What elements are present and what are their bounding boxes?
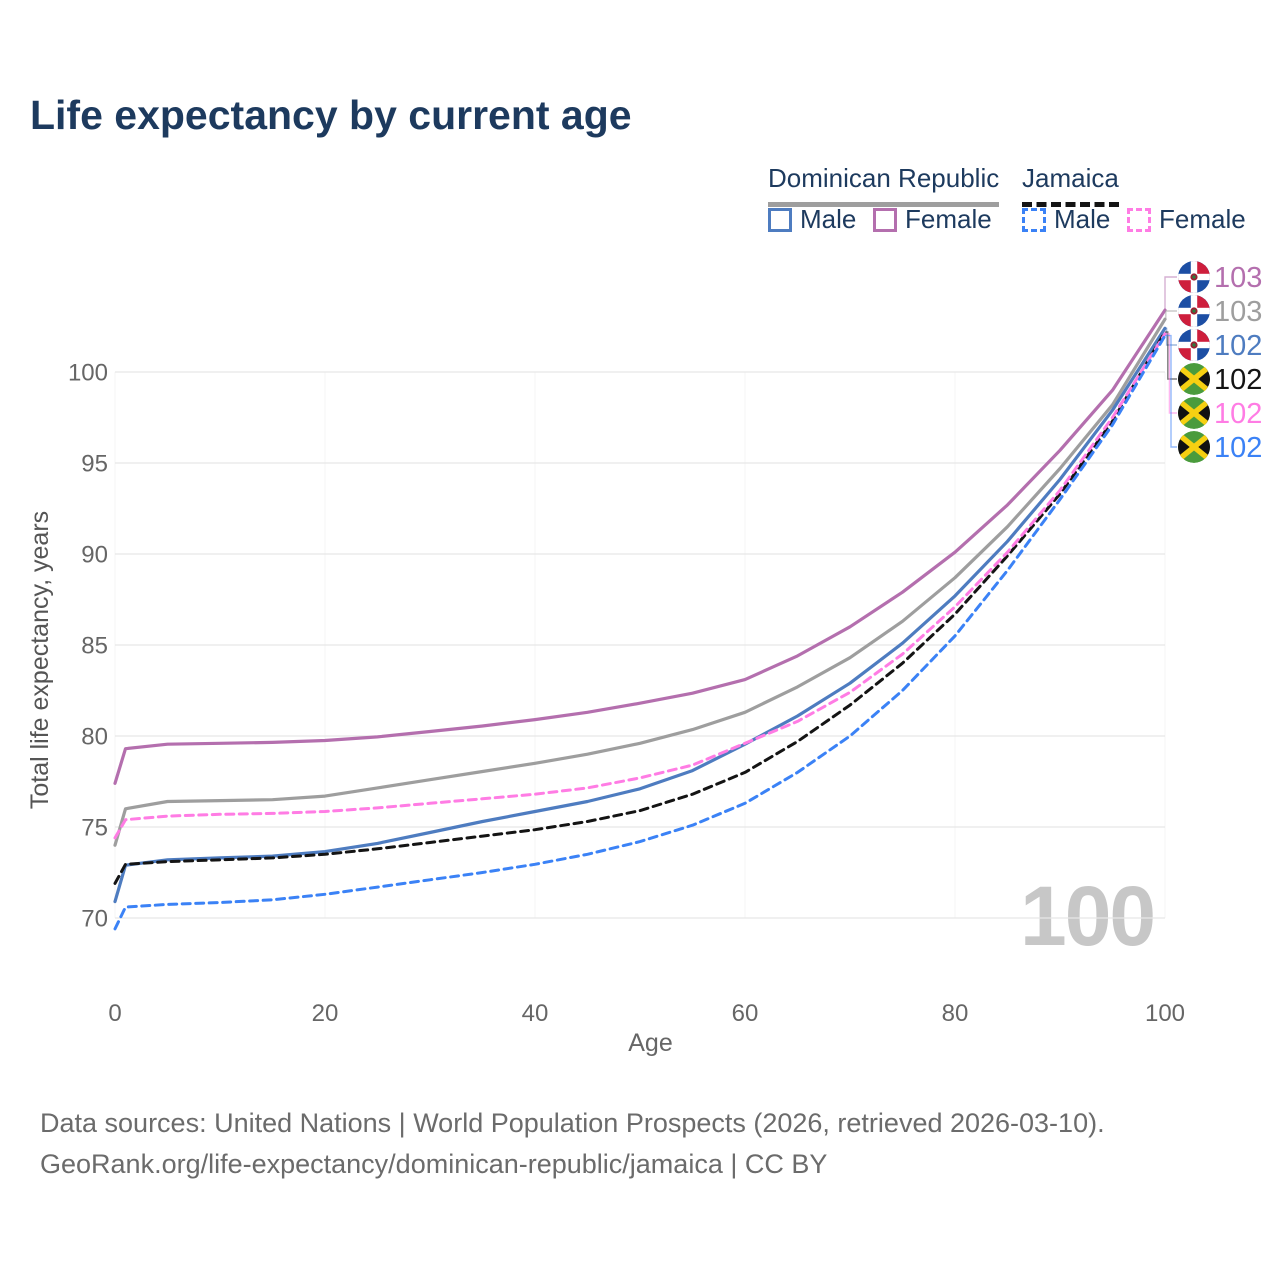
- jamaica-flag-icon: [1177, 431, 1211, 463]
- dominican-republic-flag-icon: [1178, 295, 1210, 327]
- y-tick-label: 70: [81, 906, 108, 933]
- series-line-jamaica-both-sexes: [113, 330, 1167, 885]
- dr-male-swatch-icon: [768, 207, 792, 232]
- leader-line: [1165, 331, 1177, 380]
- dr-female-swatch-icon: [873, 207, 897, 232]
- source-url[interactable]: GeoRank.org/life-expectancy/dominican-re…: [40, 1149, 828, 1179]
- legend-label: Female: [905, 204, 992, 234]
- x-tick-label: 0: [108, 1000, 121, 1027]
- series-line-dominican-republic-female: [113, 308, 1167, 785]
- leader-line: [1164, 276, 1177, 311]
- series-line-jamaica-male: [113, 334, 1167, 931]
- y-tick-label: 90: [81, 542, 108, 569]
- leader-line: [1165, 333, 1177, 414]
- leader-line: [1165, 310, 1177, 320]
- grid-layer: [114, 371, 1166, 919]
- series-line-dominican-republic-male: [113, 326, 1167, 904]
- x-tick-label: 80: [942, 1000, 969, 1027]
- dominican-republic-flag-icon: [1178, 261, 1210, 293]
- leader-lines: [1164, 276, 1177, 448]
- jm-male-swatch-icon: [1022, 207, 1046, 232]
- y-tick-label: 75: [81, 815, 108, 842]
- x-tick-label: 20: [312, 1000, 339, 1027]
- axis-layer: 70 75 80 85 90 95 100 0 20 40 60 80 100 Age Total life…: [26, 360, 1185, 1058]
- dominican-republic-flag-icon: [1178, 329, 1210, 361]
- legend-label: Male: [800, 204, 857, 234]
- legend-item-dr-female[interactable]: Female: [873, 204, 992, 235]
- leader-line: [1165, 327, 1177, 346]
- legend-label: Male: [1054, 204, 1111, 234]
- jm-female-swatch-icon: [1127, 207, 1151, 232]
- x-tick-label: 40: [522, 1000, 549, 1027]
- x-axis-title: Age: [628, 1029, 672, 1057]
- y-tick-label: 85: [81, 633, 108, 660]
- legend-group-jamaica[interactable]: Jamaica: [1022, 163, 1119, 207]
- jamaica-flag-icon: [1177, 397, 1211, 429]
- legend-item-dr-male[interactable]: Male: [768, 204, 856, 235]
- y-tick-label: 80: [81, 724, 108, 751]
- end-value-label: 102: [1214, 330, 1262, 362]
- end-value-label: 102: [1214, 432, 1262, 464]
- leader-line: [1165, 334, 1177, 448]
- legend-item-jm-female[interactable]: Female: [1127, 204, 1246, 235]
- end-value-label: 103: [1214, 262, 1262, 294]
- series-layer: [113, 308, 1167, 931]
- end-value-label: 102: [1214, 364, 1262, 396]
- end-value-label: 103: [1214, 296, 1262, 328]
- series-line-dominican-republic-both-sexes: [113, 317, 1167, 847]
- series-line-jamaica-female: [113, 332, 1167, 840]
- page-title: Life expectancy by current age: [30, 92, 632, 138]
- data-source-note: Data sources: United Nations | World Pop…: [40, 1108, 1105, 1138]
- jamaica-flag-icon: [1177, 363, 1211, 395]
- watermark-age-readout: 100: [1020, 869, 1156, 963]
- legend-item-jm-male[interactable]: Male: [1022, 204, 1110, 235]
- x-tick-label: 60: [732, 1000, 759, 1027]
- y-axis-title: Total life expectancy, years: [26, 511, 54, 809]
- x-tick-label: 100: [1145, 1000, 1185, 1027]
- legend-group-dominican-republic[interactable]: Dominican Republic: [768, 163, 1000, 207]
- end-value-label: 102: [1214, 398, 1262, 430]
- y-tick-label: 95: [81, 451, 108, 478]
- y-tick-label: 100: [68, 360, 108, 387]
- legend-label: Female: [1159, 204, 1246, 234]
